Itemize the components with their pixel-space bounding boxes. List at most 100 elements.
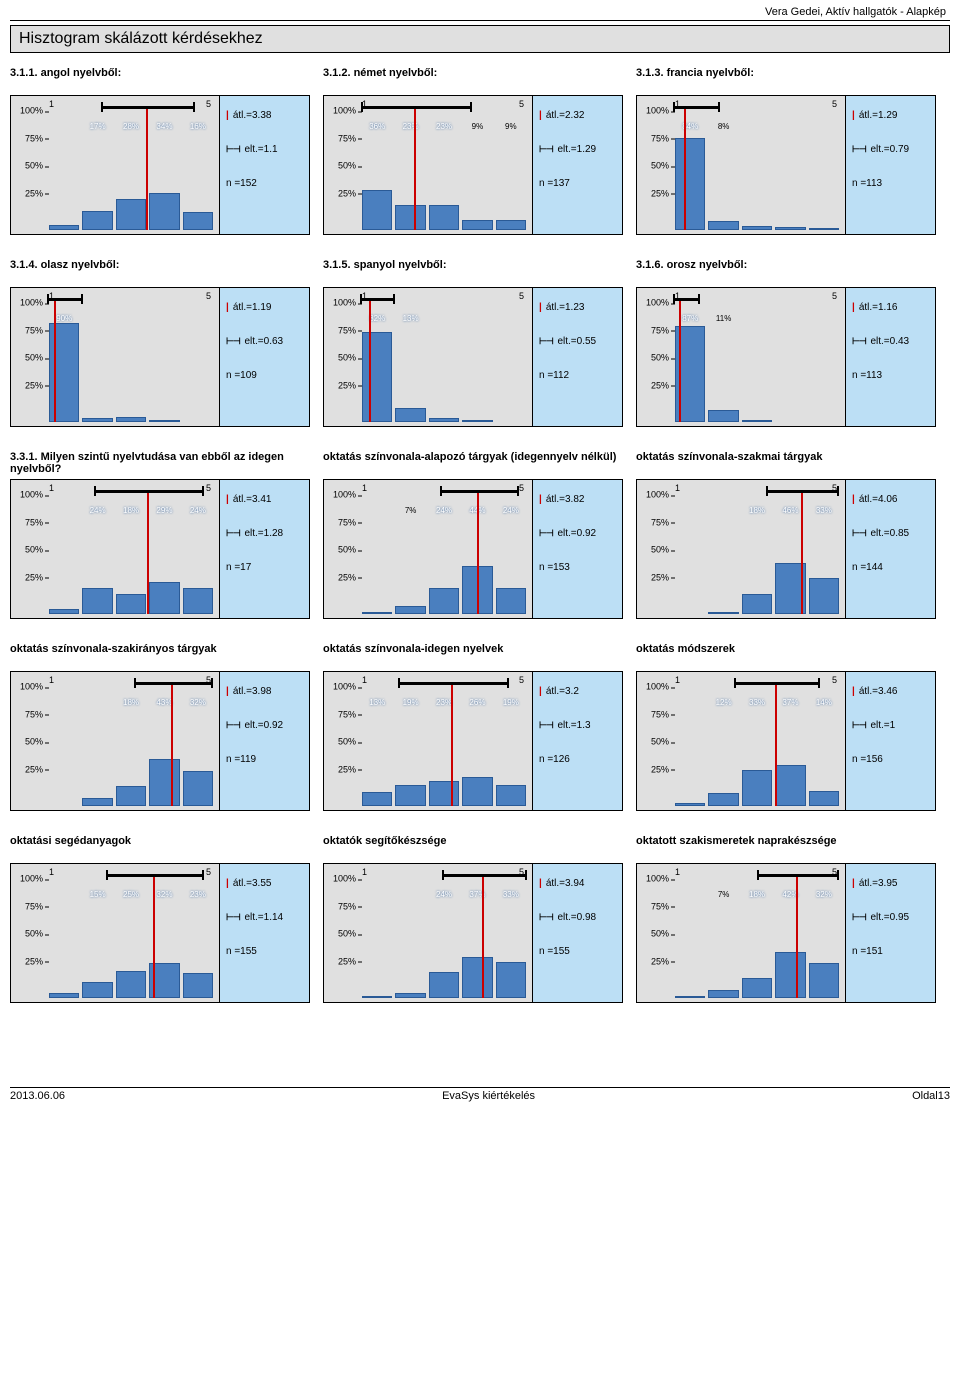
bar-slot — [395, 888, 425, 998]
bar-slot: 15% — [82, 888, 112, 998]
bar-slot — [809, 120, 839, 230]
bar — [675, 138, 705, 230]
chart-title: oktatott szakismeretek naprakészsége — [636, 835, 949, 863]
deviation-cap — [818, 678, 820, 688]
mean-line — [414, 106, 416, 230]
bar-label: 82% — [369, 314, 385, 343]
stat-dev: ⊢⊣ elt.=0.92 — [539, 528, 596, 539]
bar-label: 8% — [718, 122, 730, 221]
bar-label: 16% — [190, 122, 206, 223]
deviation-cap — [734, 678, 736, 688]
bar-slot: 9% — [462, 120, 492, 230]
bar-slot: 13% — [362, 696, 392, 806]
bar — [675, 803, 705, 806]
bar-slot: 18% — [116, 696, 146, 806]
y-tick: 75% — [639, 134, 669, 143]
dev-marker-icon: ⊢⊣ — [226, 144, 240, 154]
deviation-cap — [470, 102, 472, 112]
y-tick: 50% — [326, 162, 356, 171]
dev-marker-icon: ⊢⊣ — [539, 144, 553, 154]
dev-marker-icon: ⊢⊣ — [852, 144, 866, 154]
y-tick: 75% — [326, 518, 356, 527]
bar-row: 84%8% — [673, 120, 841, 230]
chart-box: 15100%75%50%25%7%18%42%32% — [636, 863, 846, 1003]
dev-marker-icon: ⊢⊣ — [226, 912, 240, 922]
chart-cell: 3.1.2. német nyelvből:15100%75%50%25%36%… — [323, 67, 636, 235]
mean-marker-icon: | — [852, 878, 855, 889]
bar-label: 17% — [90, 122, 106, 222]
plot-area: 12%33%37%14% — [673, 696, 841, 806]
y-axis: 100%75%50%25% — [13, 864, 47, 1002]
deviation-bar — [442, 874, 524, 878]
axis-max-label: 5 — [206, 483, 211, 493]
stat-mean: |átl.=1.16 — [852, 302, 897, 313]
dev-marker-icon: ⊢⊣ — [226, 528, 240, 538]
deviation-cap — [718, 102, 720, 112]
footer-right: Oldal13 — [912, 1090, 950, 1102]
stat-mean: |átl.=3.55 — [226, 878, 271, 889]
dev-marker-icon: ⊢⊣ — [226, 336, 240, 346]
bar-label: 15% — [90, 890, 106, 993]
bar-label: 24% — [436, 506, 452, 599]
chart-cell: 3.1.3. francia nyelvből:15100%75%50%25%8… — [636, 67, 949, 235]
bar-slot: 23% — [183, 888, 213, 998]
chart-cell: 3.1.4. olasz nyelvből:15100%75%50%25%90%… — [10, 259, 323, 427]
bar-label: 18% — [749, 506, 765, 605]
mean-line — [171, 682, 173, 806]
bar — [496, 220, 526, 230]
stat-n: n =113 — [852, 370, 882, 381]
bar — [462, 420, 492, 422]
y-tick: 75% — [326, 134, 356, 143]
bar-slot: 19% — [496, 696, 526, 806]
y-tick: 25% — [326, 573, 356, 582]
y-tick: 75% — [13, 326, 43, 335]
stat-n: n =151 — [852, 946, 883, 957]
mean-line — [477, 490, 479, 614]
stats-panel: |átl.=1.29⊢⊣ elt.=0.79n =113 — [846, 95, 936, 235]
mean-marker-icon: | — [539, 686, 542, 697]
y-tick: 50% — [13, 930, 43, 939]
bar — [116, 417, 146, 423]
stat-dev: ⊢⊣ elt.=1.3 — [539, 720, 591, 731]
bar — [675, 996, 705, 998]
mean-marker-icon: | — [852, 302, 855, 313]
stat-dev: ⊢⊣ elt.=0.92 — [226, 720, 283, 731]
chart-box: 15100%75%50%25%18%46%33% — [636, 479, 846, 619]
chart-title: oktatók segítőkészsége — [323, 835, 636, 863]
bar-slot: 8% — [708, 120, 738, 230]
stat-n: n =113 — [852, 178, 882, 189]
y-tick: 25% — [13, 573, 43, 582]
bar — [362, 612, 392, 614]
chart-wrap: 15100%75%50%25%82%13%|átl.=1.23⊢⊣ elt.=0… — [323, 287, 636, 427]
axis-min-label: 1 — [49, 483, 54, 493]
chart-box: 15100%75%50%25%36%23%23%9%9% — [323, 95, 533, 235]
bar-slot: 28% — [116, 120, 146, 230]
stat-n: n =144 — [852, 562, 883, 573]
deviation-cap — [211, 678, 213, 688]
bar-label: 26% — [469, 698, 485, 788]
stat-mean: |átl.=3.38 — [226, 110, 271, 121]
bar-slot — [708, 504, 738, 614]
bar-label: 33% — [503, 890, 519, 973]
chart-wrap: 15100%75%50%25%15%25%32%23%|átl.=3.55⊢⊣ … — [10, 863, 323, 1003]
y-axis: 100%75%50%25% — [639, 480, 673, 618]
y-tick: 50% — [639, 546, 669, 555]
y-tick: 50% — [639, 930, 669, 939]
chart-wrap: 15100%75%50%25%90%|átl.=1.19⊢⊣ elt.=0.63… — [10, 287, 323, 427]
stats-panel: |átl.=3.2⊢⊣ elt.=1.3n =126 — [533, 671, 623, 811]
chart-wrap: 15100%75%50%25%24%18%29%24%|átl.=3.41⊢⊣ … — [10, 479, 323, 619]
bar-slot — [49, 696, 79, 806]
chart-wrap: 15100%75%50%25%18%46%33%|átl.=4.06⊢⊣ elt… — [636, 479, 949, 619]
chart-box: 15100%75%50%25%7%24%44%24% — [323, 479, 533, 619]
deviation-cap — [94, 486, 96, 496]
y-tick: 75% — [639, 902, 669, 911]
stat-n: n =155 — [226, 946, 257, 957]
deviation-cap — [361, 102, 363, 112]
deviation-bar — [361, 106, 469, 110]
bar-slot — [183, 312, 213, 422]
mean-line — [153, 874, 155, 998]
mean-marker-icon: | — [852, 110, 855, 121]
bar-row: 7%24%44%24% — [360, 504, 528, 614]
stat-mean: |átl.=2.32 — [539, 110, 584, 121]
y-tick: 75% — [326, 326, 356, 335]
